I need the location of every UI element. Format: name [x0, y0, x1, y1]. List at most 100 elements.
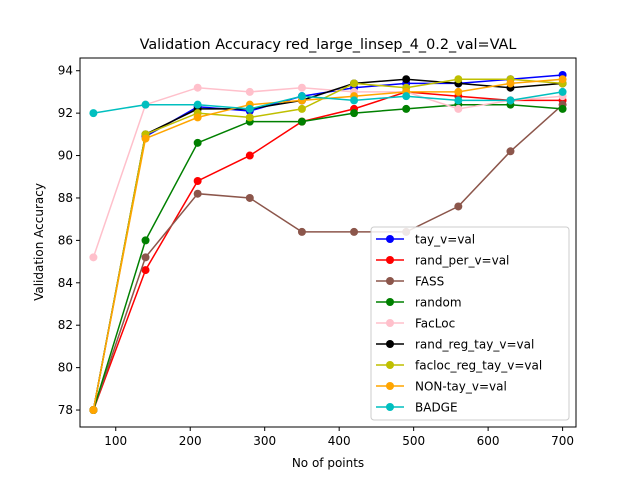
legend-swatch-marker [386, 382, 394, 390]
legend-item: facloc_reg_tay_v=val [376, 359, 542, 373]
y-tick-label: 94 [58, 64, 73, 78]
data-point [193, 113, 202, 122]
legend-label: rand_per_v=val [415, 254, 509, 268]
legend-label: facloc_reg_tay_v=val [415, 359, 542, 373]
data-point [297, 83, 306, 92]
legend-swatch-marker [386, 340, 394, 348]
legend-item: tay_v=val [376, 233, 475, 247]
y-axis-label: Validation Accuracy [32, 183, 46, 301]
x-tick-label: 500 [402, 434, 425, 448]
legend-swatch-marker [386, 298, 394, 306]
legend-label: rand_reg_tay_v=val [415, 338, 534, 352]
data-point [558, 87, 567, 96]
legend-swatch-marker [386, 319, 394, 327]
legend-label: FASS [415, 275, 444, 289]
x-tick-label: 700 [551, 434, 574, 448]
data-point [350, 109, 359, 118]
series-line [92, 104, 564, 411]
series-BADGE [89, 87, 567, 118]
data-point [141, 253, 150, 262]
data-point [89, 406, 98, 415]
x-tick-label: 200 [179, 434, 202, 448]
legend-swatch-marker [386, 256, 394, 264]
plot-frame [79, 57, 577, 428]
data-point [245, 113, 254, 122]
series-line [92, 86, 563, 258]
data-point [141, 100, 150, 109]
data-point [297, 92, 306, 101]
chart-title: Validation Accuracy red_large_linsep_4_0… [140, 37, 517, 53]
legend-item: FASS [376, 275, 444, 289]
data-point [454, 96, 463, 105]
data-point [402, 75, 411, 84]
data-point [297, 227, 306, 236]
legend-swatch-marker [386, 361, 394, 369]
y-tick-label: 86 [58, 233, 73, 247]
x-tick-label: 600 [477, 434, 500, 448]
data-point [454, 104, 463, 113]
data-point [89, 109, 98, 118]
data-point [193, 189, 202, 198]
legend-label: FacLoc [415, 317, 455, 331]
data-point [454, 202, 463, 211]
x-tick-label: 400 [328, 434, 351, 448]
legend-swatch-marker [386, 277, 394, 285]
data-point [506, 96, 515, 105]
y-tick-label: 84 [58, 276, 73, 290]
data-point [558, 75, 567, 84]
data-point [350, 79, 359, 88]
y-tick-label: 88 [58, 191, 73, 205]
y-tick-label: 80 [58, 361, 73, 375]
legend-label: random [415, 296, 462, 310]
y-tick-label: 90 [58, 149, 73, 163]
legend-label: NON-tay_v=val [415, 380, 507, 394]
data-point [245, 193, 254, 202]
data-point [193, 100, 202, 109]
data-point [193, 138, 202, 147]
legend-label: BADGE [415, 401, 458, 415]
series-line [92, 78, 563, 411]
legend-swatch-marker [386, 235, 394, 243]
legend-item: NON-tay_v=val [376, 380, 507, 394]
axis-ticks: 100 200 300 400 500 600 700 78 80 82 84 86 88 90 92 94 [58, 64, 574, 448]
x-tick-label: 100 [104, 434, 127, 448]
legend-label: tay_v=val [415, 233, 475, 247]
data-point [506, 147, 515, 156]
data-point [245, 87, 254, 96]
legend-item: random [376, 296, 462, 310]
data-point [193, 177, 202, 185]
data-point [245, 104, 254, 113]
data-point [245, 151, 254, 160]
legend-item: FacLoc [376, 317, 455, 331]
data-point [454, 75, 463, 84]
data-point [141, 134, 150, 143]
series-line [92, 78, 563, 411]
data-point [454, 87, 463, 96]
x-axis-label: No of points [292, 456, 364, 470]
legend-item: BADGE [376, 401, 458, 415]
legend: tay_v=val rand_per_v=val FASS random FacLoc r… [370, 226, 570, 421]
data-point [402, 92, 411, 101]
y-tick-label: 92 [58, 106, 73, 120]
legend-swatch-marker [386, 403, 394, 411]
legend-box [370, 226, 570, 421]
legend-item: rand_per_v=val [376, 254, 509, 268]
data-point [350, 96, 359, 105]
data-point [141, 236, 150, 245]
data-point [350, 227, 359, 236]
data-point [297, 117, 306, 126]
y-tick-label: 78 [58, 403, 73, 417]
data-point [402, 104, 411, 113]
data-point [193, 83, 202, 92]
data-point [89, 253, 98, 262]
data-point [141, 266, 150, 275]
data-point [506, 79, 515, 88]
data-point [297, 104, 306, 113]
x-tick-label: 300 [253, 434, 276, 448]
data-point [558, 104, 567, 113]
series-line [93, 91, 563, 114]
legend-item: rand_reg_tay_v=val [376, 338, 534, 352]
series-lines [89, 70, 567, 415]
